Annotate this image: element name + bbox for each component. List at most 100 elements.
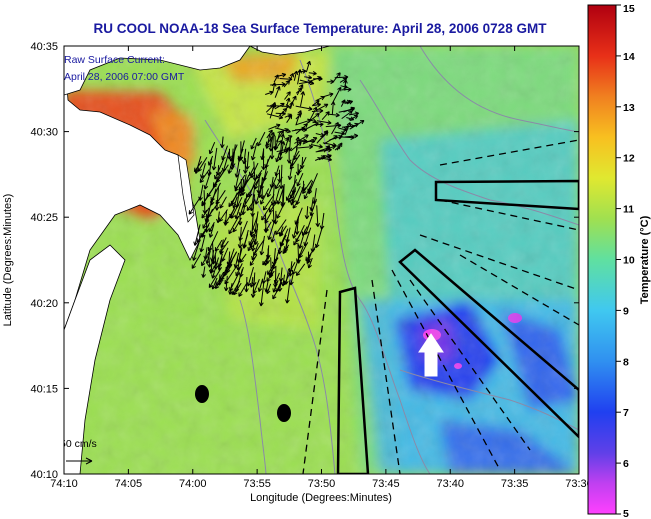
colorbar-tick-label: 9 bbox=[623, 305, 629, 317]
current-vector-arrow bbox=[193, 224, 201, 246]
current-vector-arrow bbox=[284, 135, 293, 140]
scale-label: 50 cm/s bbox=[60, 438, 97, 450]
current-annotation-line2: April 28, 2006 07:00 GMT bbox=[64, 71, 185, 83]
current-vector-arrow bbox=[200, 224, 210, 238]
current-vector-arrow bbox=[307, 257, 313, 269]
current-vector-arrow bbox=[296, 173, 304, 187]
current-vector-arrow bbox=[309, 106, 318, 121]
current-vector-arrow bbox=[302, 137, 318, 145]
current-vector-arrow bbox=[304, 206, 310, 220]
current-vector-arrow bbox=[273, 210, 279, 225]
current-vector-arrow bbox=[266, 129, 273, 139]
current-vector-arrow bbox=[273, 132, 281, 151]
current-vector-arrow bbox=[227, 151, 235, 174]
current-vector-arrow bbox=[207, 155, 214, 166]
current-vector-arrow bbox=[257, 131, 266, 147]
current-vector-arrow bbox=[204, 199, 213, 223]
current-vector-arrow bbox=[277, 72, 287, 78]
current-vector-arrow bbox=[295, 263, 306, 276]
current-vector-arrow bbox=[219, 239, 224, 255]
current-vector-arrow bbox=[304, 75, 313, 80]
current-vector-arrow bbox=[348, 115, 359, 121]
current-vector-arrow bbox=[314, 226, 323, 249]
current-vector-arrow bbox=[292, 199, 300, 209]
current-vector-arrow bbox=[243, 158, 248, 174]
current-vector-arrow bbox=[310, 144, 323, 149]
track-box-1 bbox=[336, 286, 370, 474]
current-vector-arrow bbox=[278, 226, 284, 237]
current-vector-arrow bbox=[227, 248, 235, 266]
current-vector-arrow bbox=[249, 277, 255, 288]
current-vector-arrow bbox=[211, 147, 218, 171]
figure-title: RU COOL NOAA-18 Sea Surface Temperature:… bbox=[94, 21, 548, 36]
current-vector-arrow bbox=[297, 156, 307, 174]
current-vector-arrow bbox=[300, 91, 306, 107]
x-tick-label: 74:05 bbox=[115, 478, 143, 490]
current-vector-arrow bbox=[240, 174, 247, 196]
current-vector-arrow bbox=[339, 77, 348, 83]
current-vector-arrow bbox=[341, 87, 352, 92]
current-vector-arrow bbox=[208, 259, 214, 274]
current-vector-arrow bbox=[294, 134, 309, 144]
y-tick-label: 40:30 bbox=[30, 127, 58, 139]
current-vector-arrow bbox=[250, 137, 257, 150]
current-vector-arrow bbox=[293, 70, 299, 81]
x-axis: 74:10 74:05 74:00 73:55 73:50 73:45 73:40 73:35… bbox=[50, 46, 593, 490]
current-vector-arrow bbox=[259, 235, 265, 256]
current-vector-arrow bbox=[211, 257, 219, 279]
current-vector-arrow bbox=[188, 196, 202, 215]
current-vector-arrow bbox=[334, 131, 346, 136]
current-vector-arrow bbox=[250, 142, 258, 161]
current-vector-arrow bbox=[316, 130, 329, 144]
current-vector-arrow bbox=[207, 252, 212, 268]
current-vector-arrow bbox=[244, 276, 249, 293]
dashed-track bbox=[391, 269, 501, 471]
current-vector-arrow bbox=[308, 70, 317, 76]
current-vector-arrow bbox=[289, 154, 301, 170]
current-vector-arrow bbox=[289, 73, 294, 81]
current-vector-arrow bbox=[311, 108, 324, 114]
current-vector-arrow bbox=[220, 264, 229, 281]
current-vector-arrow bbox=[274, 86, 281, 98]
current-vector-arrow bbox=[285, 97, 291, 107]
current-vector-arrow bbox=[283, 236, 289, 253]
current-vector-arrow bbox=[273, 188, 280, 205]
current-vector-arrow bbox=[295, 136, 301, 151]
current-vector-arrow bbox=[296, 246, 304, 263]
x-tick-label: 73:35 bbox=[501, 478, 529, 490]
x-tick-label: 73:55 bbox=[243, 478, 271, 490]
current-vector-arrow bbox=[227, 148, 232, 160]
current-vector-arrow bbox=[228, 189, 241, 208]
y-tick-label: 40:20 bbox=[30, 298, 58, 310]
current-vector-arrow bbox=[288, 95, 297, 109]
current-vector-arrow bbox=[211, 277, 218, 290]
current-vector-arrow bbox=[309, 76, 322, 82]
current-vector-arrow bbox=[332, 86, 342, 103]
current-vector-arrow bbox=[275, 130, 284, 142]
current-vector-arrow bbox=[199, 235, 206, 253]
current-vector-arrow bbox=[253, 239, 265, 257]
current-vector-arrow bbox=[294, 216, 300, 235]
current-vector-arrow bbox=[215, 190, 226, 205]
current-vector-arrow bbox=[297, 69, 302, 85]
current-vector-arrow bbox=[238, 283, 247, 297]
current-vector-arrow bbox=[214, 158, 225, 180]
current-vector-arrow bbox=[296, 84, 304, 96]
current-vector-arrow bbox=[315, 205, 321, 227]
current-vector-arrow bbox=[194, 156, 202, 174]
current-vector-arrow bbox=[205, 250, 211, 265]
y-tick-label: 40:25 bbox=[30, 212, 58, 224]
current-vector-arrow bbox=[249, 213, 255, 238]
current-vector-arrow bbox=[279, 228, 289, 247]
current-vector-arrow bbox=[341, 110, 353, 120]
current-vector-arrow bbox=[235, 263, 243, 277]
track-box-3 bbox=[398, 248, 579, 439]
current-vector-arrow bbox=[250, 194, 256, 217]
current-vector-arrow bbox=[312, 100, 320, 106]
current-vector-arrow bbox=[305, 60, 311, 73]
current-vector-arrow bbox=[223, 275, 229, 292]
colorbar-tick-label: 13 bbox=[623, 102, 635, 114]
y-tick-label: 40:15 bbox=[30, 383, 58, 395]
x-tick-label: 74:10 bbox=[50, 478, 78, 490]
colorbar-tick-label: 8 bbox=[623, 356, 629, 368]
